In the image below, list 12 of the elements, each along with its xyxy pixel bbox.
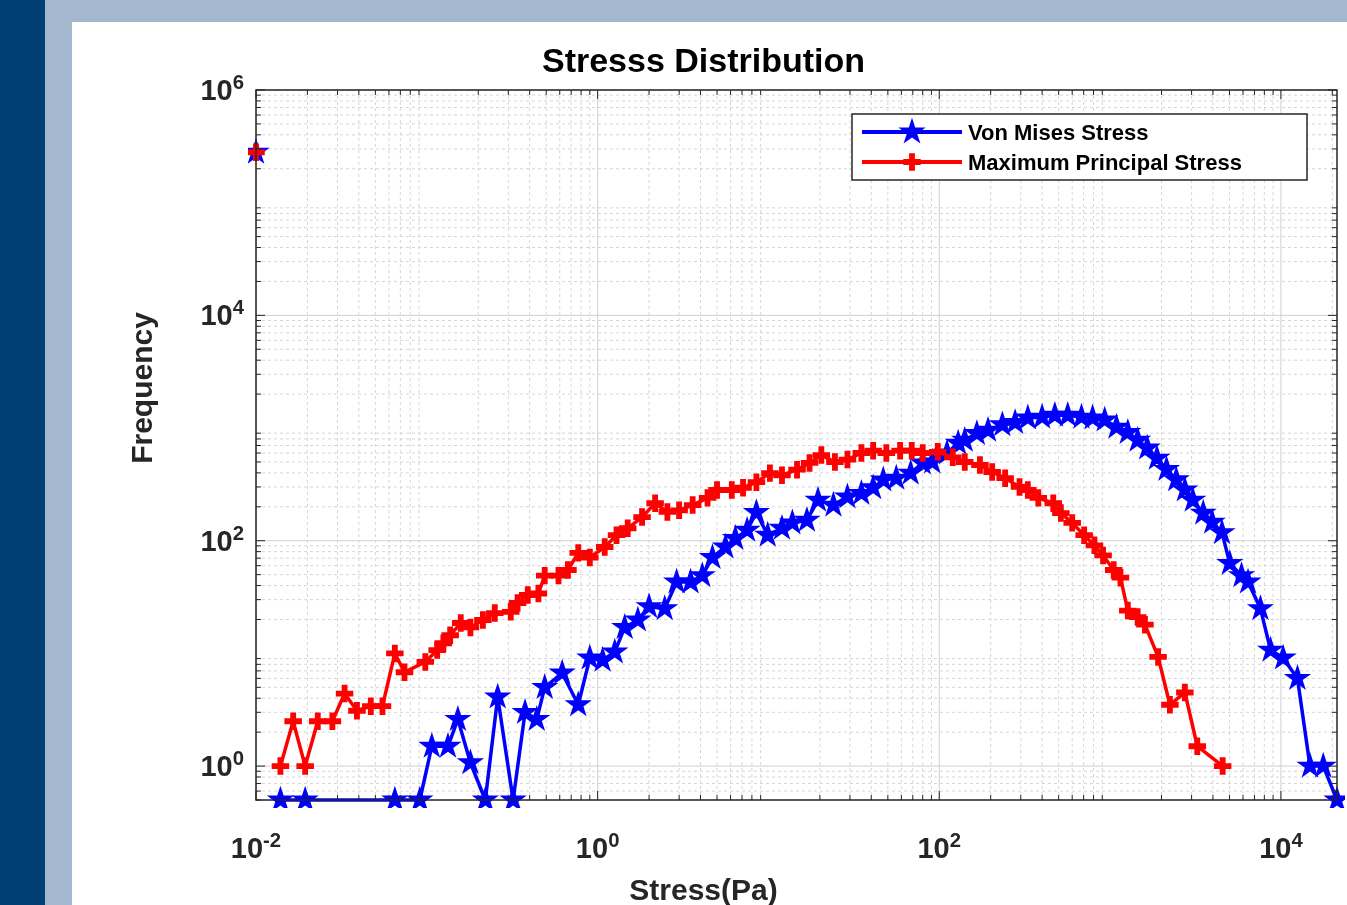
y-axis-title: Frequency [125,311,158,464]
y-tick-label: 10$^{4}$ [200,296,245,332]
y-tick-label: 10$^{6}$ [200,71,244,106]
x-tick-label: 10$^{0}$ [575,829,620,864]
y-tick-label: 10$^{2}$ [200,521,244,557]
legend-label: Maximum Principal Stress [968,150,1242,175]
x-tick-label: 10$^{2}$ [917,829,962,864]
x-tick-label: 10$^{-2}$ [230,829,282,864]
legend-label: Von Mises Stress [968,120,1149,145]
y-tick-label: 10$^{0}$ [200,747,244,783]
chart-title: Stresss Distribution [541,41,866,79]
x-tick-label: 10$^{4}$ [1259,829,1304,864]
